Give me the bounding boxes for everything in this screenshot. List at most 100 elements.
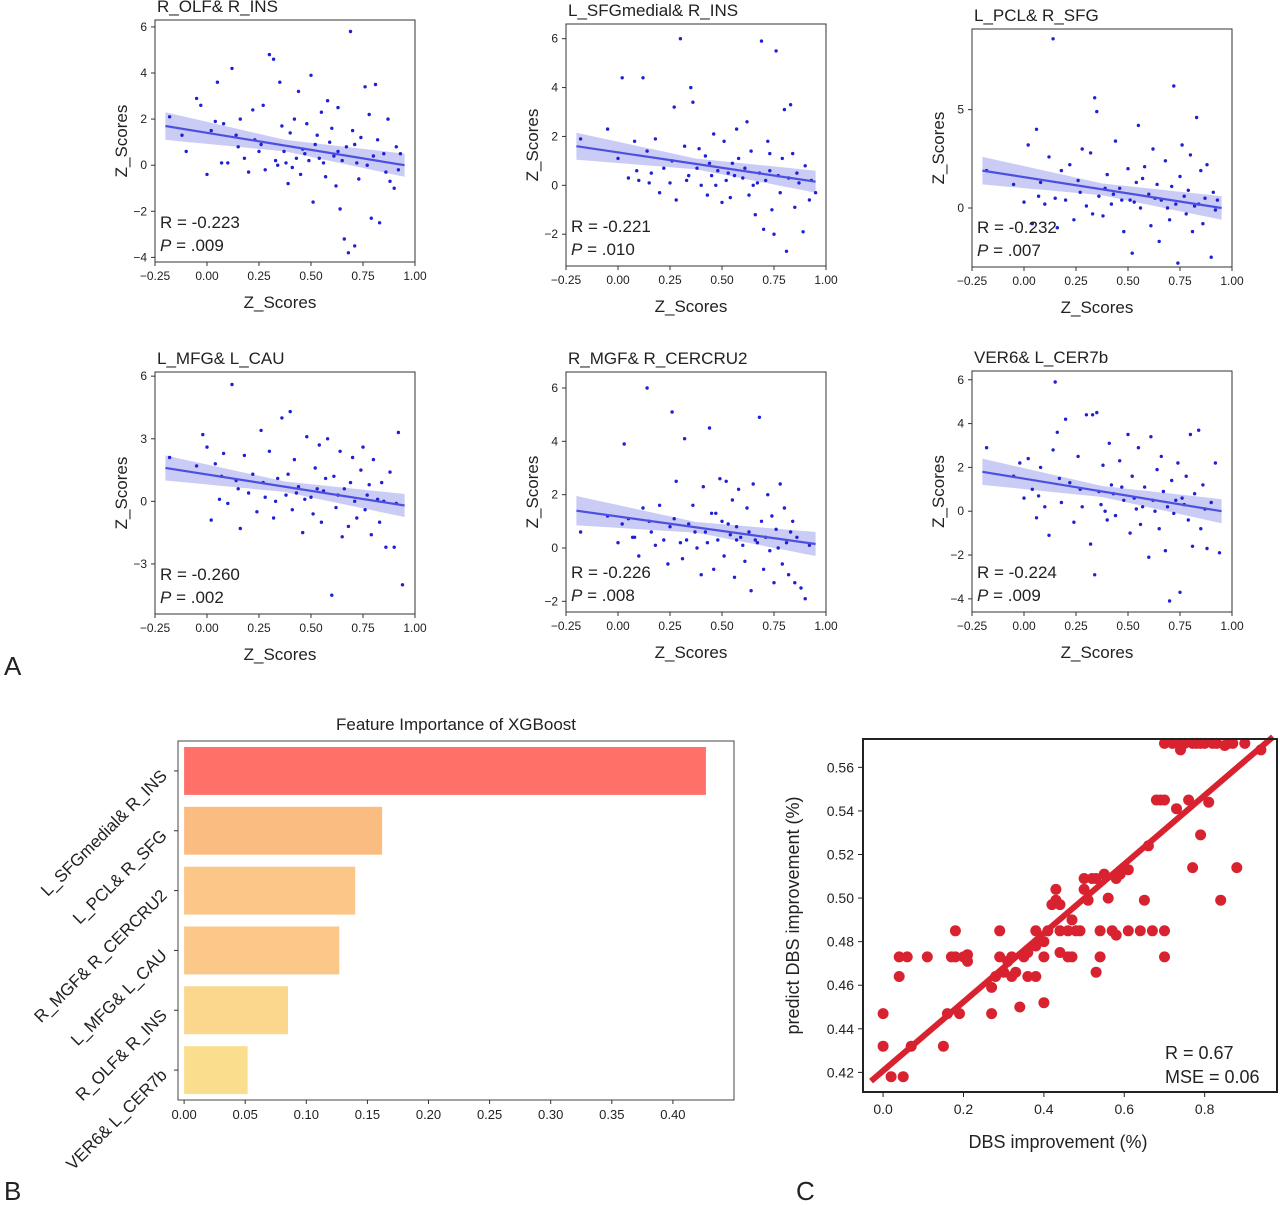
y-tick-label: −2 <box>133 204 147 218</box>
data-point <box>662 166 666 170</box>
data-point <box>226 161 230 165</box>
data-point <box>780 156 784 161</box>
data-point <box>753 538 757 542</box>
data-point <box>766 139 770 143</box>
data-point <box>1167 218 1172 222</box>
data-point <box>788 103 793 107</box>
data-point <box>761 567 766 571</box>
data-point <box>778 482 782 486</box>
data-point <box>199 103 203 108</box>
data-point <box>672 105 676 109</box>
y-tick-label: 4 <box>957 417 964 431</box>
data-point <box>1126 432 1130 437</box>
x-axis-label: Z_Scores <box>1061 298 1134 317</box>
data-point <box>340 158 344 163</box>
data-point <box>1051 448 1055 452</box>
data-point <box>1094 925 1106 937</box>
data-point <box>1093 96 1097 100</box>
data-point <box>1190 544 1195 548</box>
data-point <box>1157 527 1161 531</box>
data-point <box>1043 202 1047 206</box>
data-point <box>647 181 651 185</box>
x-tick-label: 0.25 <box>477 1107 502 1122</box>
data-point <box>348 480 353 485</box>
plot-frame <box>971 28 1233 268</box>
data-point <box>745 120 749 124</box>
data-point <box>813 191 818 195</box>
bar <box>184 866 356 915</box>
data-point <box>695 546 699 550</box>
data-point <box>1197 428 1201 432</box>
y-tick-label: 6 <box>140 20 147 34</box>
data-point <box>801 230 805 234</box>
data-point <box>645 386 649 390</box>
x-tick-label: 0.15 <box>355 1107 380 1122</box>
data-point <box>1178 174 1182 179</box>
data-point <box>994 925 1006 937</box>
data-point <box>1227 737 1239 749</box>
data-point <box>803 597 807 601</box>
data-point <box>1180 143 1184 147</box>
data-point <box>315 133 319 137</box>
x-tick-label: −0.25 <box>140 621 171 635</box>
x-tick-label: −0.25 <box>957 619 988 633</box>
data-point <box>1187 862 1199 874</box>
data-point <box>288 131 292 135</box>
data-point <box>712 132 716 136</box>
data-point <box>687 522 691 526</box>
data-point <box>1053 196 1057 200</box>
data-point <box>1022 971 1034 982</box>
regression-line <box>869 734 1275 1084</box>
p-value: P = .009 <box>977 586 1041 605</box>
data-point <box>1157 239 1161 244</box>
x-tick-label: 0.50 <box>710 273 734 287</box>
x-tick-label: 1.00 <box>403 621 427 635</box>
data-point <box>263 495 267 499</box>
data-point <box>386 117 390 121</box>
data-point <box>788 530 793 534</box>
data-point <box>1194 115 1199 120</box>
data-point <box>353 499 357 503</box>
data-point <box>1170 184 1174 189</box>
data-point <box>321 161 326 165</box>
data-point <box>1215 198 1220 202</box>
data-point <box>668 181 672 185</box>
data-point <box>626 176 631 180</box>
data-point <box>319 110 324 114</box>
data-point <box>286 472 290 476</box>
data-point <box>355 516 359 520</box>
data-point <box>359 468 363 472</box>
data-point <box>747 530 751 534</box>
data-point <box>1213 208 1218 212</box>
p-number: = .010 <box>582 240 634 259</box>
y-tick-label: 4 <box>140 66 147 80</box>
y-tick-label: 6 <box>957 373 964 387</box>
data-point <box>1209 255 1213 259</box>
x-tick-label: 0.25 <box>658 619 682 633</box>
data-point <box>1095 109 1099 114</box>
data-point <box>1111 192 1116 196</box>
data-point <box>348 29 353 34</box>
y-tick-label: 0 <box>957 504 964 518</box>
data-point <box>682 144 687 148</box>
scatter-plot-a1: −0.25 0.00 0.25 0.50 0.75 1.00 −4 −2 0 2 4 6 R_OLF& … <box>112 0 427 312</box>
data-point <box>684 538 689 542</box>
data-point <box>782 107 787 112</box>
x-axis-label: Z_Scores <box>1061 643 1134 662</box>
data-point <box>578 530 583 534</box>
data-point <box>1142 165 1147 169</box>
y-axis-label: Z_Scores <box>929 112 948 185</box>
x-tick-label: 0.05 <box>233 1107 258 1122</box>
data-point <box>1102 892 1114 904</box>
r-value: R = 0.67 <box>1165 1043 1234 1063</box>
bar <box>184 926 340 975</box>
data-point <box>369 216 373 220</box>
p-value: P = .002 <box>160 588 224 607</box>
data-point <box>707 426 712 430</box>
data-point <box>251 108 255 112</box>
y-tick-label: 0 <box>551 541 558 555</box>
data-point <box>635 169 639 173</box>
plot-frame <box>154 371 416 615</box>
data-point <box>1030 487 1035 491</box>
data-point <box>1159 454 1164 459</box>
